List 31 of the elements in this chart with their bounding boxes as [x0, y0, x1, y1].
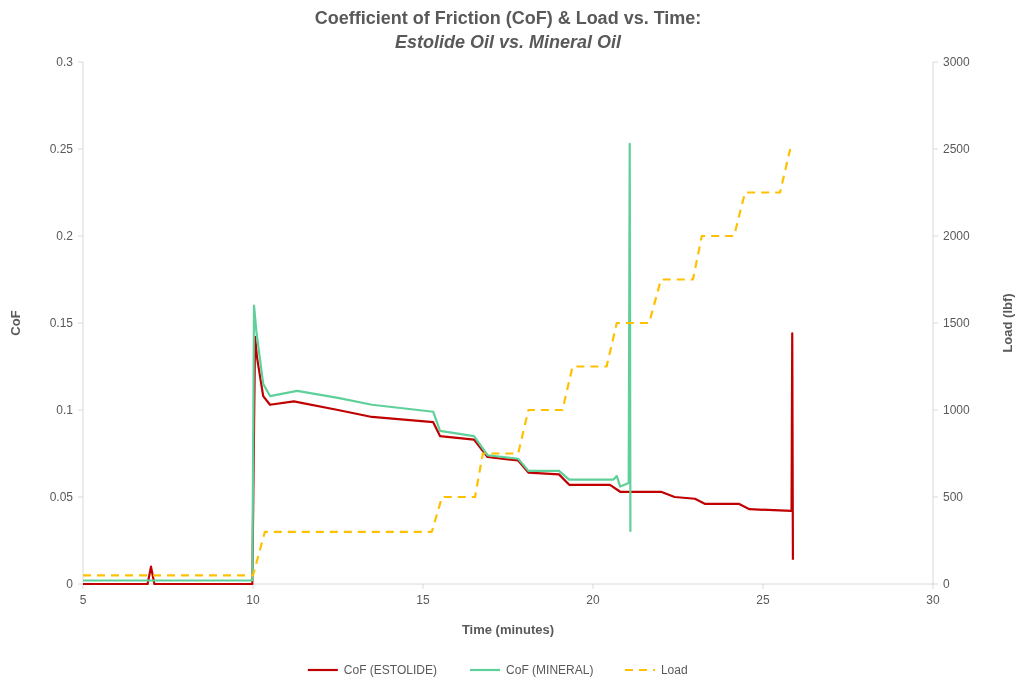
y-tick-label: 0.15	[49, 316, 74, 330]
legend-label: CoF (MINERAL)	[506, 663, 594, 677]
y2-tick-label: 3000	[943, 55, 971, 69]
y-tick-label: 0.05	[49, 490, 74, 504]
y2-axis-title: Load (lbf)	[1000, 293, 1015, 353]
y-axis-title: CoF	[8, 310, 23, 336]
line-series	[81, 142, 632, 582]
y2-tick-label: 2000	[943, 229, 971, 243]
y-tick-label: 0.2	[56, 229, 74, 243]
y-tick-label: 0.25	[49, 142, 74, 156]
x-tick-label: 25	[756, 593, 770, 607]
x-tick-label: 10	[246, 593, 260, 607]
x-tick-label: 15	[416, 593, 430, 607]
line-series	[81, 147, 792, 577]
y2-tick-label: 500	[943, 490, 964, 504]
legend-label: Load	[660, 663, 688, 677]
x-axis-title: Time (minutes)	[461, 622, 555, 637]
x-tick-label: 5	[79, 593, 87, 607]
x-tick-label: 30	[926, 593, 940, 607]
y2-tick-label: 1500	[943, 316, 971, 330]
y-tick-label: 0	[66, 577, 74, 591]
legend-label: CoF (ESTOLIDE)	[343, 663, 437, 677]
chart-title: Coefficient of Friction (CoF) & Load vs. Time:	[314, 8, 702, 28]
chart-subtitle: Estolide Oil vs. Mineral Oil	[394, 32, 623, 52]
y2-tick-label: 2500	[943, 142, 971, 156]
y-tick-label: 0.1	[56, 403, 74, 417]
x-tick-label: 20	[586, 593, 600, 607]
y2-tick-label: 1000	[943, 403, 971, 417]
y-tick-label: 0.3	[56, 55, 74, 69]
line-series	[81, 332, 795, 586]
y2-tick-label: 0	[943, 577, 950, 591]
